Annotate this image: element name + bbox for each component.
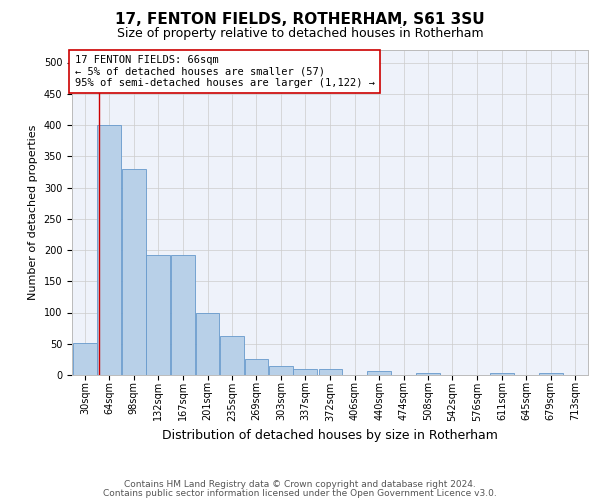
Y-axis label: Number of detached properties: Number of detached properties (28, 125, 38, 300)
Bar (367, 371, 391, 375)
Bar (196, 312, 220, 375)
Bar (269, 366, 293, 375)
Text: Size of property relative to detached houses in Rotherham: Size of property relative to detached ho… (116, 28, 484, 40)
Bar (245, 360, 268, 375)
Text: 17, FENTON FIELDS, ROTHERHAM, S61 3SU: 17, FENTON FIELDS, ROTHERHAM, S61 3SU (115, 12, 485, 28)
Bar (97, 125, 121, 375)
Bar (490, 372, 514, 375)
Text: Contains HM Land Registry data © Crown copyright and database right 2024.: Contains HM Land Registry data © Crown c… (124, 480, 476, 489)
Bar (293, 369, 317, 375)
Bar (146, 255, 170, 375)
X-axis label: Distribution of detached houses by size in Rotherham: Distribution of detached houses by size … (162, 429, 498, 442)
Bar (172, 255, 195, 375)
Text: 17 FENTON FIELDS: 66sqm
← 5% of detached houses are smaller (57)
95% of semi-det: 17 FENTON FIELDS: 66sqm ← 5% of detached… (74, 55, 374, 88)
Bar (122, 169, 146, 375)
Bar (220, 336, 244, 375)
Bar (539, 372, 563, 375)
Bar (416, 372, 440, 375)
Text: Contains public sector information licensed under the Open Government Licence v3: Contains public sector information licen… (103, 488, 497, 498)
Bar (73, 342, 97, 375)
Bar (319, 369, 342, 375)
